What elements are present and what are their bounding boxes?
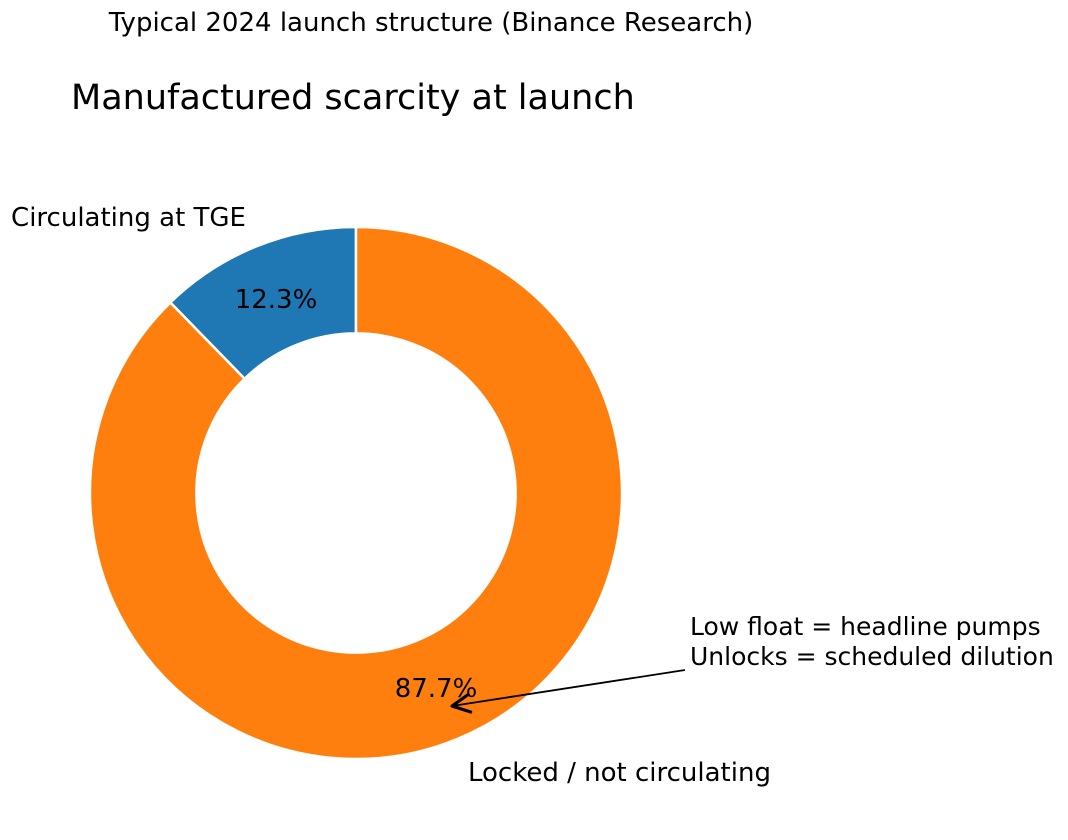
annotation-text: Low float = headline pumps Unlocks = sch… <box>690 612 1054 672</box>
pct-label-circulating: 12.3% <box>235 285 318 315</box>
figure-suptitle: Typical 2024 launch structure (Binance R… <box>108 8 754 38</box>
pct-label-locked: 87.7% <box>395 674 478 704</box>
category-label-locked: Locked / not circulating <box>468 758 771 788</box>
wedge-locked-not-circulating <box>88 225 624 761</box>
annotation-arrow <box>450 669 686 714</box>
donut-wedges <box>88 225 624 761</box>
annotation-line-1: Low float = headline pumps <box>690 612 1041 641</box>
chart-title: Manufactured scarcity at launch <box>71 78 635 118</box>
annotation-line-2: Unlocks = scheduled dilution <box>690 642 1054 671</box>
category-label-circulating: Circulating at TGE <box>11 203 246 233</box>
